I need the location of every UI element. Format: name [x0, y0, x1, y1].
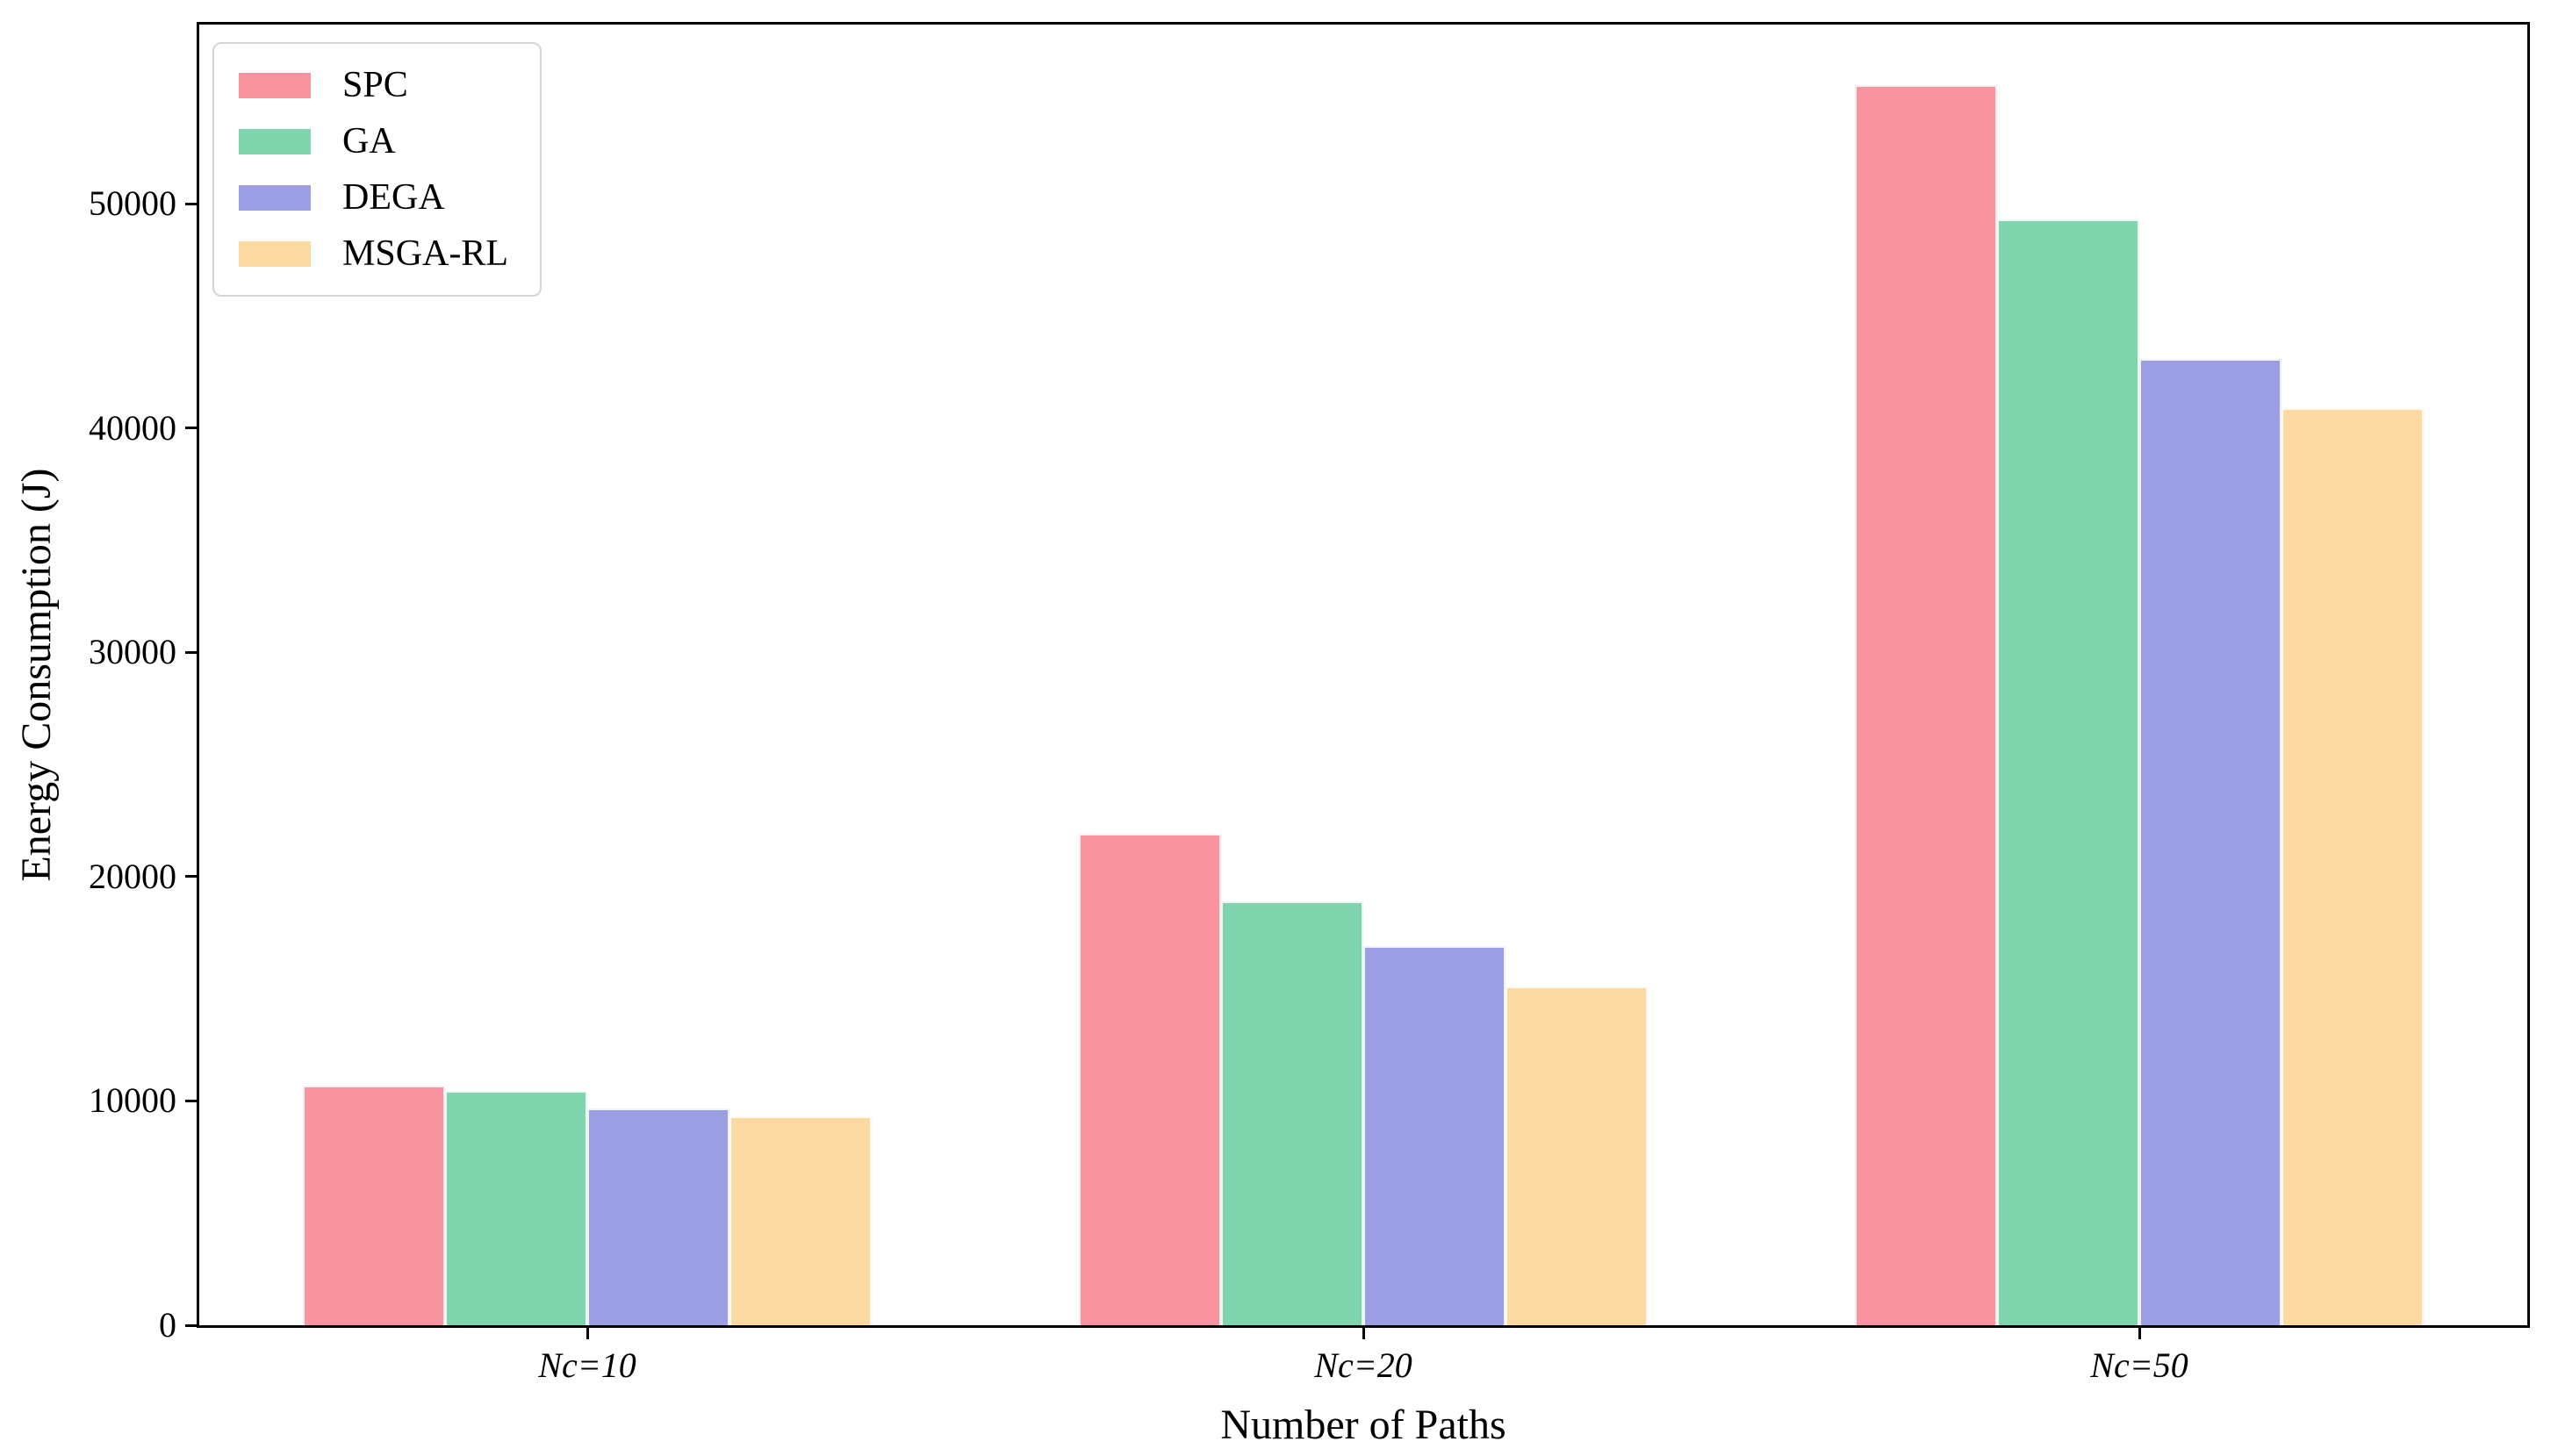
plot-area: 0 10000 20000 30000 40000 50000 Nc=10 Nc=20 Nc=… [89, 22, 2530, 1385]
legend: SPC GA DEGA MSGA-RL [212, 42, 543, 297]
y-tick-mark-50000 [185, 202, 197, 205]
x-axis-title: Number of Paths [1220, 1402, 1506, 1448]
bar-MSGA-RL-Nc=10 [729, 1116, 872, 1325]
legend-label-GA: GA [342, 121, 396, 161]
x-tick-label-Nc=50: Nc=50 [2090, 1345, 2188, 1385]
x-tick-label-Nc=20: Nc=20 [1314, 1345, 1412, 1385]
bar-GA-Nc=20 [1221, 901, 1363, 1325]
bar-SPC-Nc=10 [303, 1085, 445, 1325]
legend-label-MSGA-RL: MSGA-RL [342, 233, 509, 274]
legend-label-SPC: SPC [342, 65, 408, 105]
x-tick-label-Nc=10: Nc=10 [538, 1345, 636, 1385]
y-tick-label-30000: 30000 [89, 632, 176, 672]
y-tick-label-0: 0 [159, 1305, 176, 1345]
bar-DEGA-Nc=50 [2139, 358, 2282, 1325]
legend-item-SPC: SPC [239, 67, 508, 104]
bar-GA-Nc=50 [1997, 219, 2139, 1325]
x-tick-mark-Nc=50 [2138, 1328, 2141, 1339]
bar-MSGA-RL-Nc=50 [2282, 407, 2424, 1325]
legend-swatch-GA [239, 128, 311, 154]
y-tick-mark-10000 [185, 1099, 197, 1102]
y-tick-label-40000: 40000 [89, 407, 176, 448]
legend-item-GA: GA [239, 123, 508, 160]
x-tick-mark-Nc=10 [586, 1328, 589, 1339]
y-axis-title: Energy Consumption (J) [13, 468, 60, 882]
bar-DEGA-Nc=10 [587, 1108, 729, 1325]
y-tick-mark-30000 [185, 650, 197, 654]
bar-GA-Nc=10 [445, 1091, 587, 1325]
legend-item-MSGA-RL: MSGA-RL [239, 235, 508, 272]
legend-swatch-DEGA [239, 184, 311, 211]
legend-swatch-MSGA-RL [239, 240, 311, 267]
legend-item-DEGA: DEGA [239, 179, 508, 216]
y-tick-label-50000: 50000 [89, 183, 176, 224]
bar-SPC-Nc=50 [1855, 85, 1997, 1325]
y-tick-mark-20000 [185, 875, 197, 879]
y-tick-label-10000: 10000 [89, 1080, 176, 1121]
y-tick-label-20000: 20000 [89, 856, 176, 896]
x-tick-mark-Nc=20 [1362, 1328, 1365, 1339]
legend-swatch-SPC [239, 72, 311, 98]
bar-MSGA-RL-Nc=20 [1505, 986, 1648, 1325]
y-tick-mark-0 [185, 1323, 197, 1327]
legend-label-DEGA: DEGA [342, 177, 445, 218]
bar-SPC-Nc=20 [1079, 834, 1221, 1325]
bar-DEGA-Nc=20 [1363, 946, 1505, 1325]
y-tick-mark-40000 [185, 427, 197, 430]
